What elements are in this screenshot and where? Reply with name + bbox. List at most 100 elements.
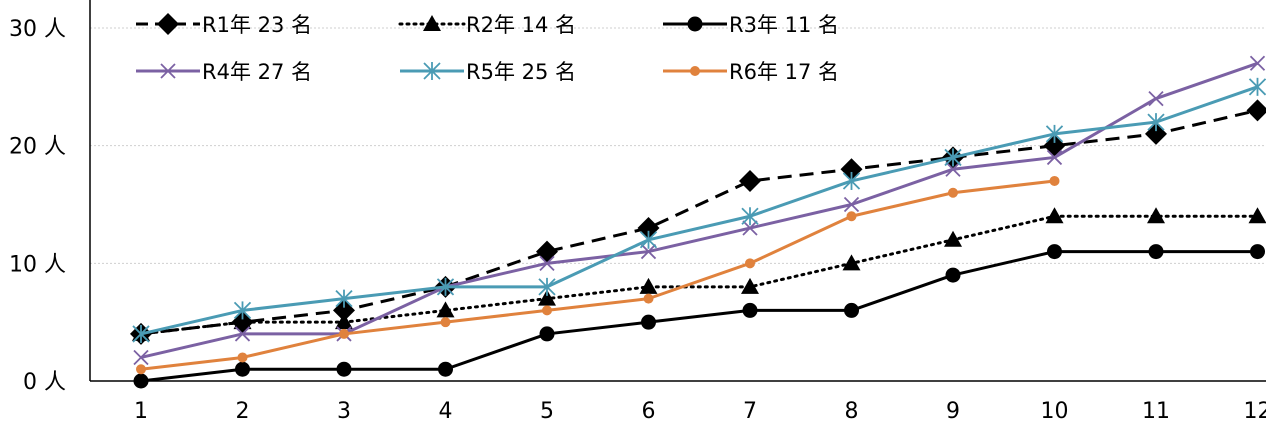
data-point-s6-x5: [542, 305, 552, 316]
data-point-s2-x11: [1147, 207, 1165, 224]
data-point-s4-x1: [133, 349, 149, 366]
data-point-s6-x4: [440, 317, 451, 328]
data-point-s5-x2: [233, 301, 252, 320]
series-line-6: [140, 179, 1055, 371]
data-point-s2-x5: [538, 289, 556, 306]
data-point-s2-x2: [233, 313, 252, 330]
data-point-s6-x1: [136, 364, 146, 375]
data-point-s4-x7-stroke: [742, 220, 758, 236]
series-line-3: [140, 250, 1258, 383]
data-point-s2-x8: [842, 254, 861, 271]
data-point-s4-x7: [742, 220, 758, 236]
data-point-s3-x8: [844, 302, 859, 318]
legend-marker: [160, 63, 176, 79]
data-point-s5-x7: [741, 207, 759, 226]
data-point-s6-x2: [237, 352, 248, 363]
data-point-s3-x7: [742, 302, 758, 318]
series-6: [136, 175, 1060, 375]
series-5: [132, 77, 1266, 343]
legend-label: R4年 27 名: [202, 60, 312, 84]
legend-label: R3年 11 名: [729, 13, 839, 37]
x-tick-label-6: 6: [642, 399, 656, 424]
data-point-s5-x5: [538, 277, 556, 296]
legend-marker: [157, 13, 179, 35]
legend-label: R1年 23 名: [202, 13, 312, 37]
data-point-s3-x9: [945, 267, 961, 283]
data-point-s4-x6-stroke: [640, 243, 657, 260]
data-point-s5-x12: [1248, 77, 1266, 96]
legend-marker: [690, 66, 700, 76]
series-line-5: [140, 85, 1258, 336]
data-point-s5-x1: [132, 324, 150, 343]
legend-label: R5年 25 名: [466, 60, 576, 84]
data-point-s5-x6: [639, 230, 658, 249]
data-point-s6-x10: [1049, 175, 1060, 186]
data-point-s6-x9: [948, 187, 958, 198]
x-tick-label-8: 8: [845, 399, 859, 424]
data-point-s4-x6: [640, 243, 657, 260]
y-tick-label-10: 10 人: [9, 252, 66, 277]
legend-item-4: R4年 27 名: [136, 60, 312, 84]
data-point-s3-x11: [1148, 244, 1164, 260]
data-point-s5-x4: [436, 277, 455, 296]
data-point-s6-x3: [339, 328, 349, 339]
data-point-s1-x5: [536, 240, 558, 263]
legend-item-1: R1年 23 名: [136, 13, 312, 37]
data-point-s4-x9-stroke: [945, 161, 961, 177]
data-point-s2-x12: [1248, 207, 1266, 224]
x-tick-label-10: 10: [1041, 399, 1069, 424]
legend-label: R6年 17 名: [729, 60, 839, 84]
data-point-s4-x8: [843, 196, 860, 213]
series-line-4: [140, 61, 1258, 359]
series-2: [132, 207, 1266, 341]
y-tick-label-30: 30 人: [9, 17, 66, 42]
data-point-s4-x10: [1046, 149, 1063, 166]
data-point-s6-x7: [745, 258, 755, 269]
data-point-s4-x10-stroke: [1046, 149, 1063, 166]
series-4: [133, 55, 1266, 366]
data-point-s5-x8: [842, 171, 861, 190]
series-line-1: [140, 108, 1258, 336]
data-point-s3-x6: [641, 314, 656, 330]
series-3: [133, 244, 1265, 389]
data-point-s5-x10: [1045, 124, 1064, 143]
x-tick-label-1: 1: [134, 399, 148, 424]
x-tick-label-4: 4: [439, 399, 453, 424]
series-line-2: [139, 214, 1259, 336]
data-point-s2-x3: [335, 313, 353, 330]
data-point-s3-x3: [336, 361, 352, 377]
data-point-s5-x11: [1147, 113, 1165, 132]
data-point-s4-x11: [1148, 90, 1164, 107]
legend-marker-stroke: [160, 63, 176, 79]
data-point-s1-x7: [739, 169, 761, 192]
legend-marker: [423, 15, 441, 31]
x-tick-label-5: 5: [540, 399, 554, 424]
legend-marker: [423, 62, 441, 80]
x-tick-label-12: 12: [1244, 399, 1266, 424]
data-point-s4-x9: [945, 161, 961, 177]
data-point-s4-x11-stroke: [1148, 90, 1164, 107]
data-point-s3-x1: [133, 373, 149, 389]
data-point-s1-x11: [1145, 122, 1167, 145]
data-point-s4-x8-stroke: [843, 196, 860, 213]
x-tick-label-7: 7: [743, 399, 757, 424]
legend-item-2: R2年 14 名: [398, 13, 576, 37]
data-point-s4-x12: [1249, 55, 1266, 71]
data-point-s4-x1-stroke: [133, 349, 149, 366]
data-point-s3-x5: [539, 326, 555, 342]
y-tick-label-20: 20 人: [9, 135, 66, 160]
data-point-s5-x9: [944, 148, 962, 167]
data-point-s4-x2: [234, 326, 251, 342]
data-point-s2-x10: [1045, 207, 1064, 224]
legend-item-3: R3年 11 名: [663, 13, 839, 37]
data-point-s6-x6: [643, 293, 654, 304]
data-point-s3-x10: [1047, 244, 1062, 260]
legend-marker: [687, 16, 703, 32]
data-point-s2-x7: [741, 277, 759, 294]
legend-item-6: R6年 17 名: [663, 60, 839, 84]
y-tick-label-0: 0 人: [23, 370, 66, 395]
data-point-s4-x5-stroke: [539, 255, 555, 271]
data-point-s3-x12: [1250, 244, 1265, 260]
legend-label: R2年 14 名: [466, 13, 576, 37]
